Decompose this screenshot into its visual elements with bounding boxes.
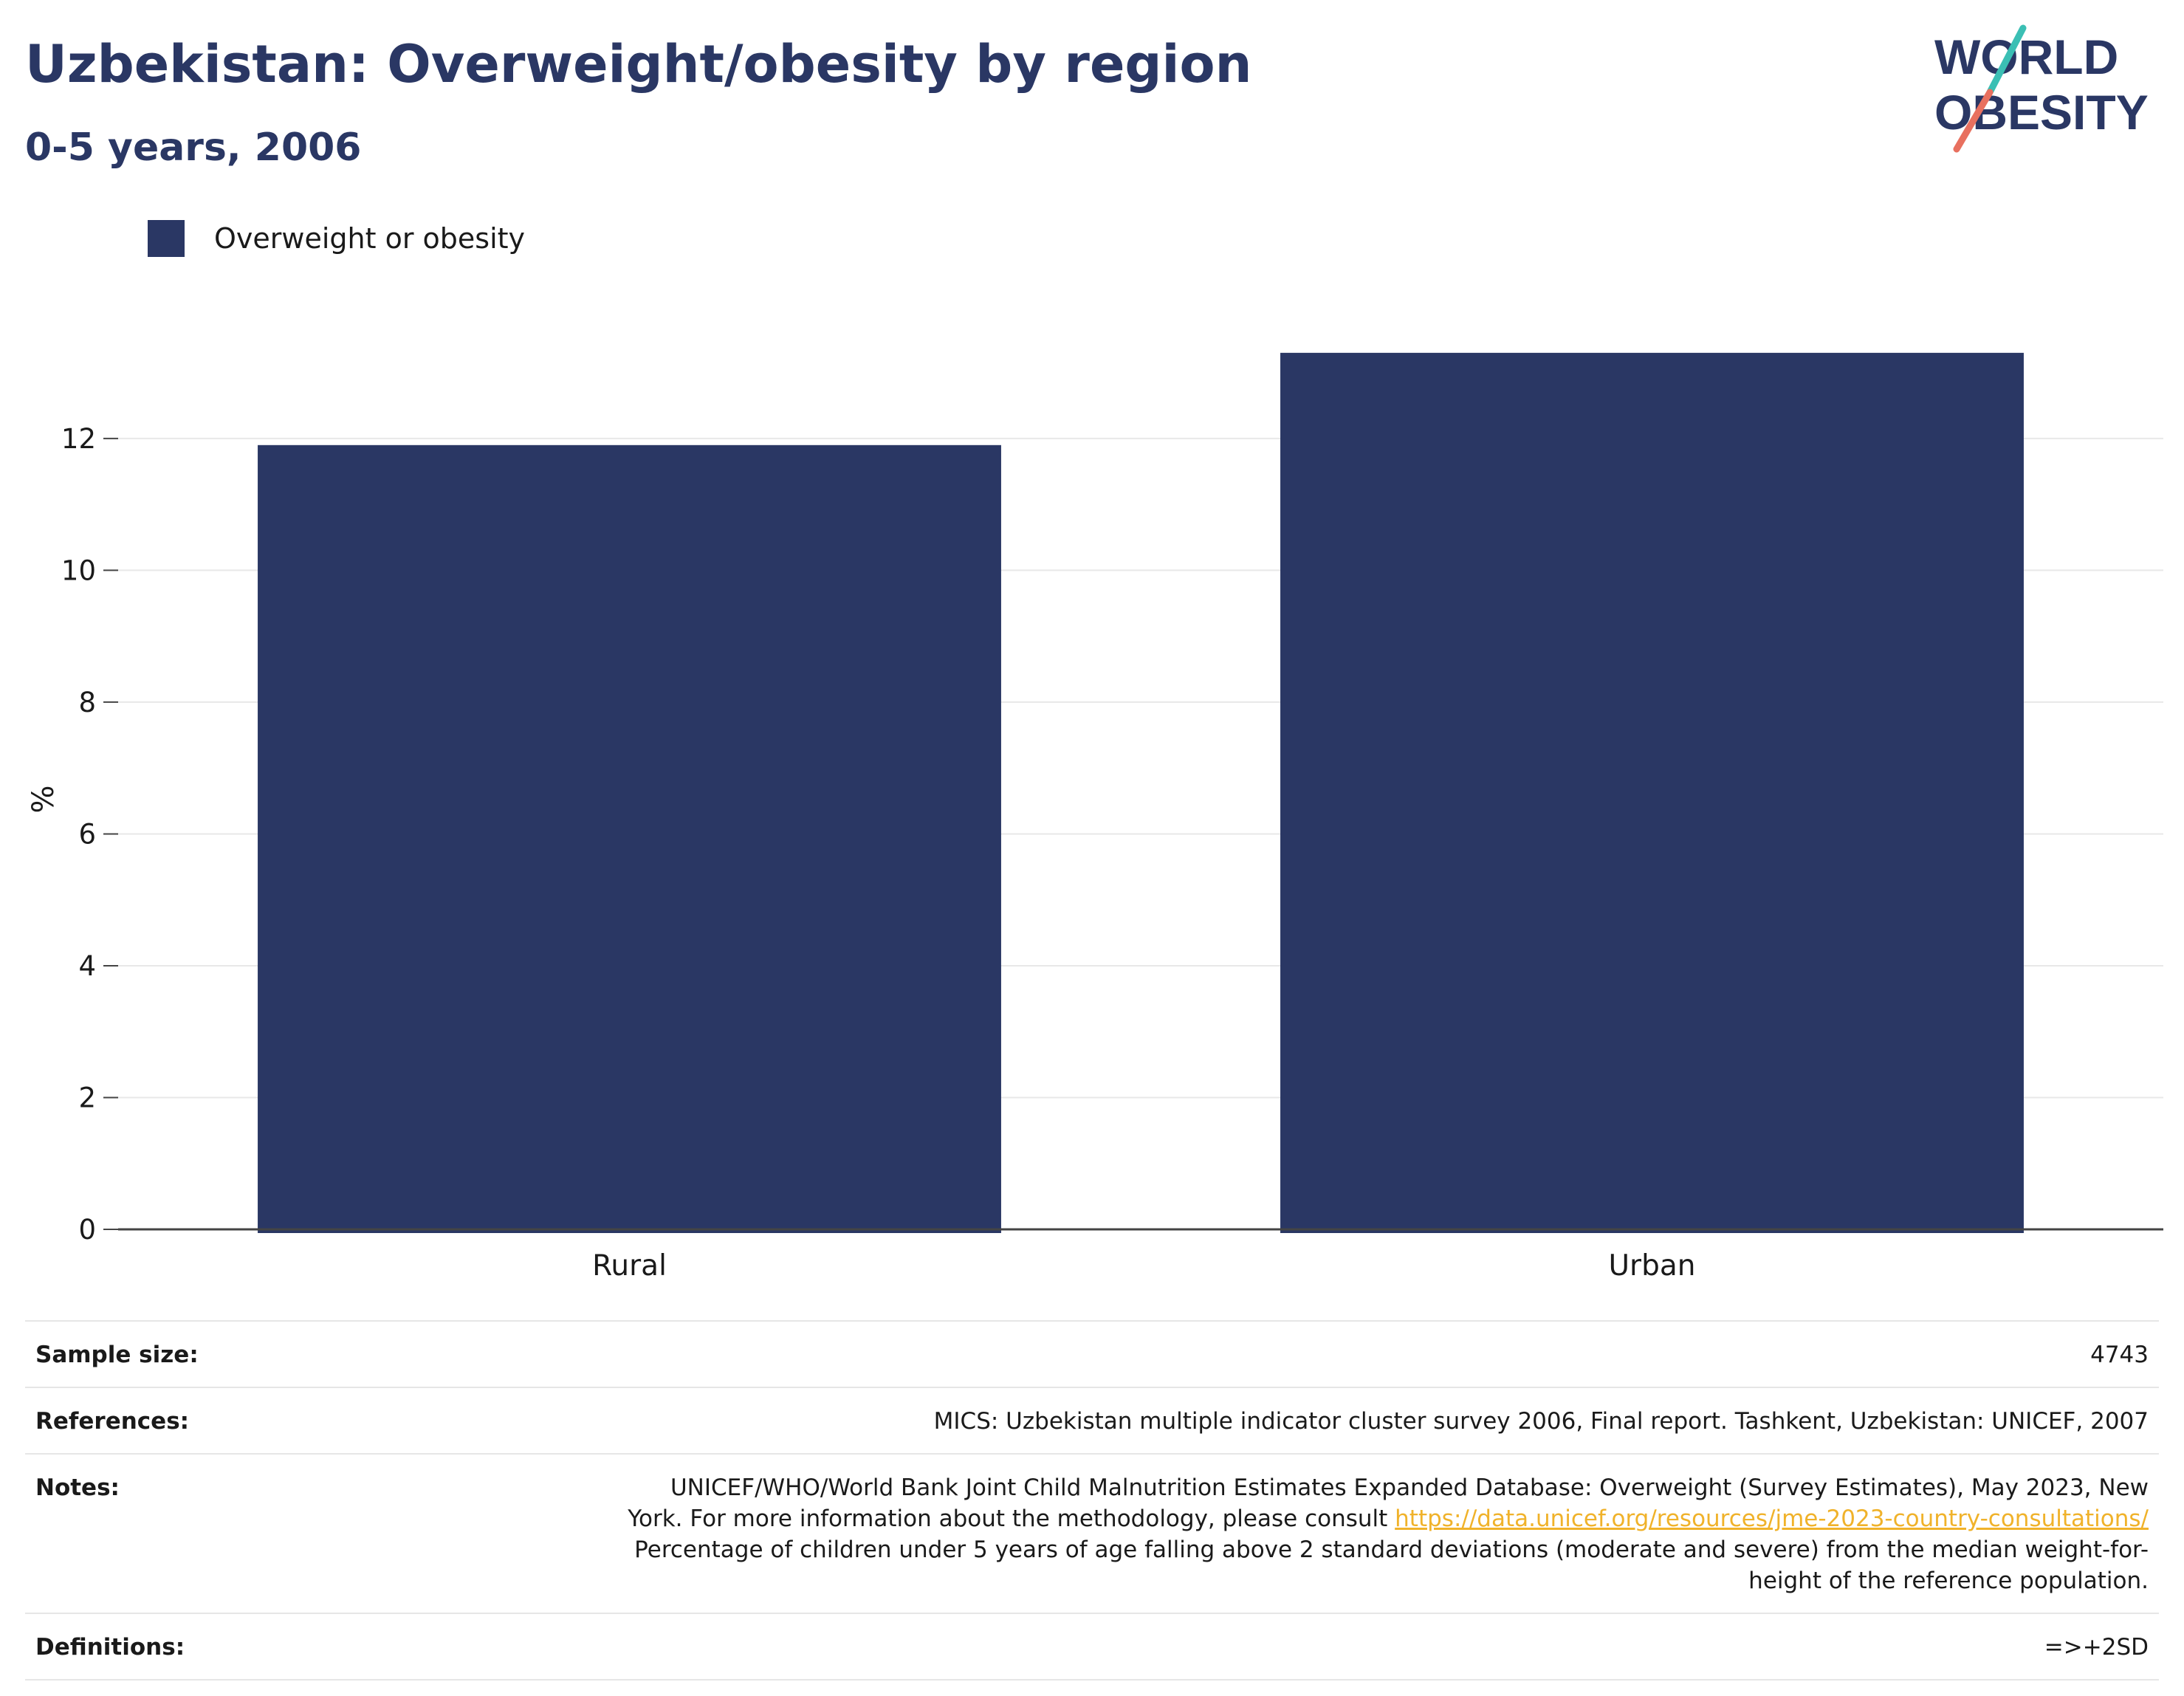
logo-slash-bottom bbox=[1953, 89, 1994, 153]
bar-urban bbox=[1280, 352, 2024, 1234]
logo-slash-top bbox=[1986, 24, 2027, 96]
definitions-label: Definitions: bbox=[35, 1634, 185, 1661]
notes-text-before: UNICEF/WHO/World Bank Joint Child Malnut… bbox=[628, 1474, 2149, 1532]
y-tick-label: 0 bbox=[78, 1214, 96, 1246]
notes-value: UNICEF/WHO/World Bank Joint Child Malnut… bbox=[613, 1472, 2149, 1596]
notes-row: Notes: UNICEF/WHO/World Bank Joint Child… bbox=[25, 1455, 2159, 1614]
bar-rural bbox=[258, 444, 1001, 1233]
x-tick-label: Rural bbox=[592, 1249, 667, 1283]
x-tick-label: Urban bbox=[1609, 1249, 1696, 1283]
chart-title: Uzbekistan: Overweight/obesity by region bbox=[25, 34, 1252, 95]
notes-link[interactable]: https://data.unicef.org/resources/jme-20… bbox=[1395, 1506, 2149, 1532]
y-tick-label: 12 bbox=[61, 423, 96, 455]
y-axis-label: % bbox=[27, 785, 61, 813]
legend-swatch bbox=[148, 220, 185, 257]
logo-word-world: WORLD bbox=[1934, 30, 2118, 84]
notes-label: Notes: bbox=[35, 1474, 120, 1501]
chart-legend: Overweight or obesity bbox=[148, 219, 525, 258]
definitions-row: Definitions: =>+2SD bbox=[25, 1614, 2159, 1680]
references-label: References: bbox=[35, 1408, 190, 1435]
bar-chart: 0 2 4 6 8 10 12% Rural Urban bbox=[27, 352, 2163, 1283]
sample-size-value: 4743 bbox=[2090, 1342, 2149, 1368]
y-tick-label: 10 bbox=[61, 555, 96, 586]
sample-size-label: Sample size: bbox=[35, 1342, 199, 1368]
y-tick-label: 2 bbox=[78, 1082, 96, 1113]
legend-label: Overweight or obesity bbox=[214, 222, 526, 255]
y-tick-label: 4 bbox=[78, 950, 96, 982]
references-value: MICS: Uzbekistan multiple indicator clus… bbox=[933, 1408, 2149, 1435]
sample-size-row: Sample size: 4743 bbox=[25, 1322, 2159, 1388]
world-obesity-logo: WORLD OBESITY bbox=[1934, 24, 2149, 153]
y-tick-label: 6 bbox=[78, 818, 96, 850]
info-table: Sample size: 4743 References: MICS: Uzbe… bbox=[25, 1320, 2159, 1680]
notes-text-after: Percentage of children under 5 years of … bbox=[634, 1537, 2149, 1594]
y-tick-label: 8 bbox=[78, 687, 96, 718]
chart-subtitle: 0-5 years, 2006 bbox=[25, 126, 362, 170]
definitions-value: =>+2SD bbox=[2044, 1634, 2149, 1661]
references-row: References: MICS: Uzbekistan multiple in… bbox=[25, 1388, 2159, 1455]
